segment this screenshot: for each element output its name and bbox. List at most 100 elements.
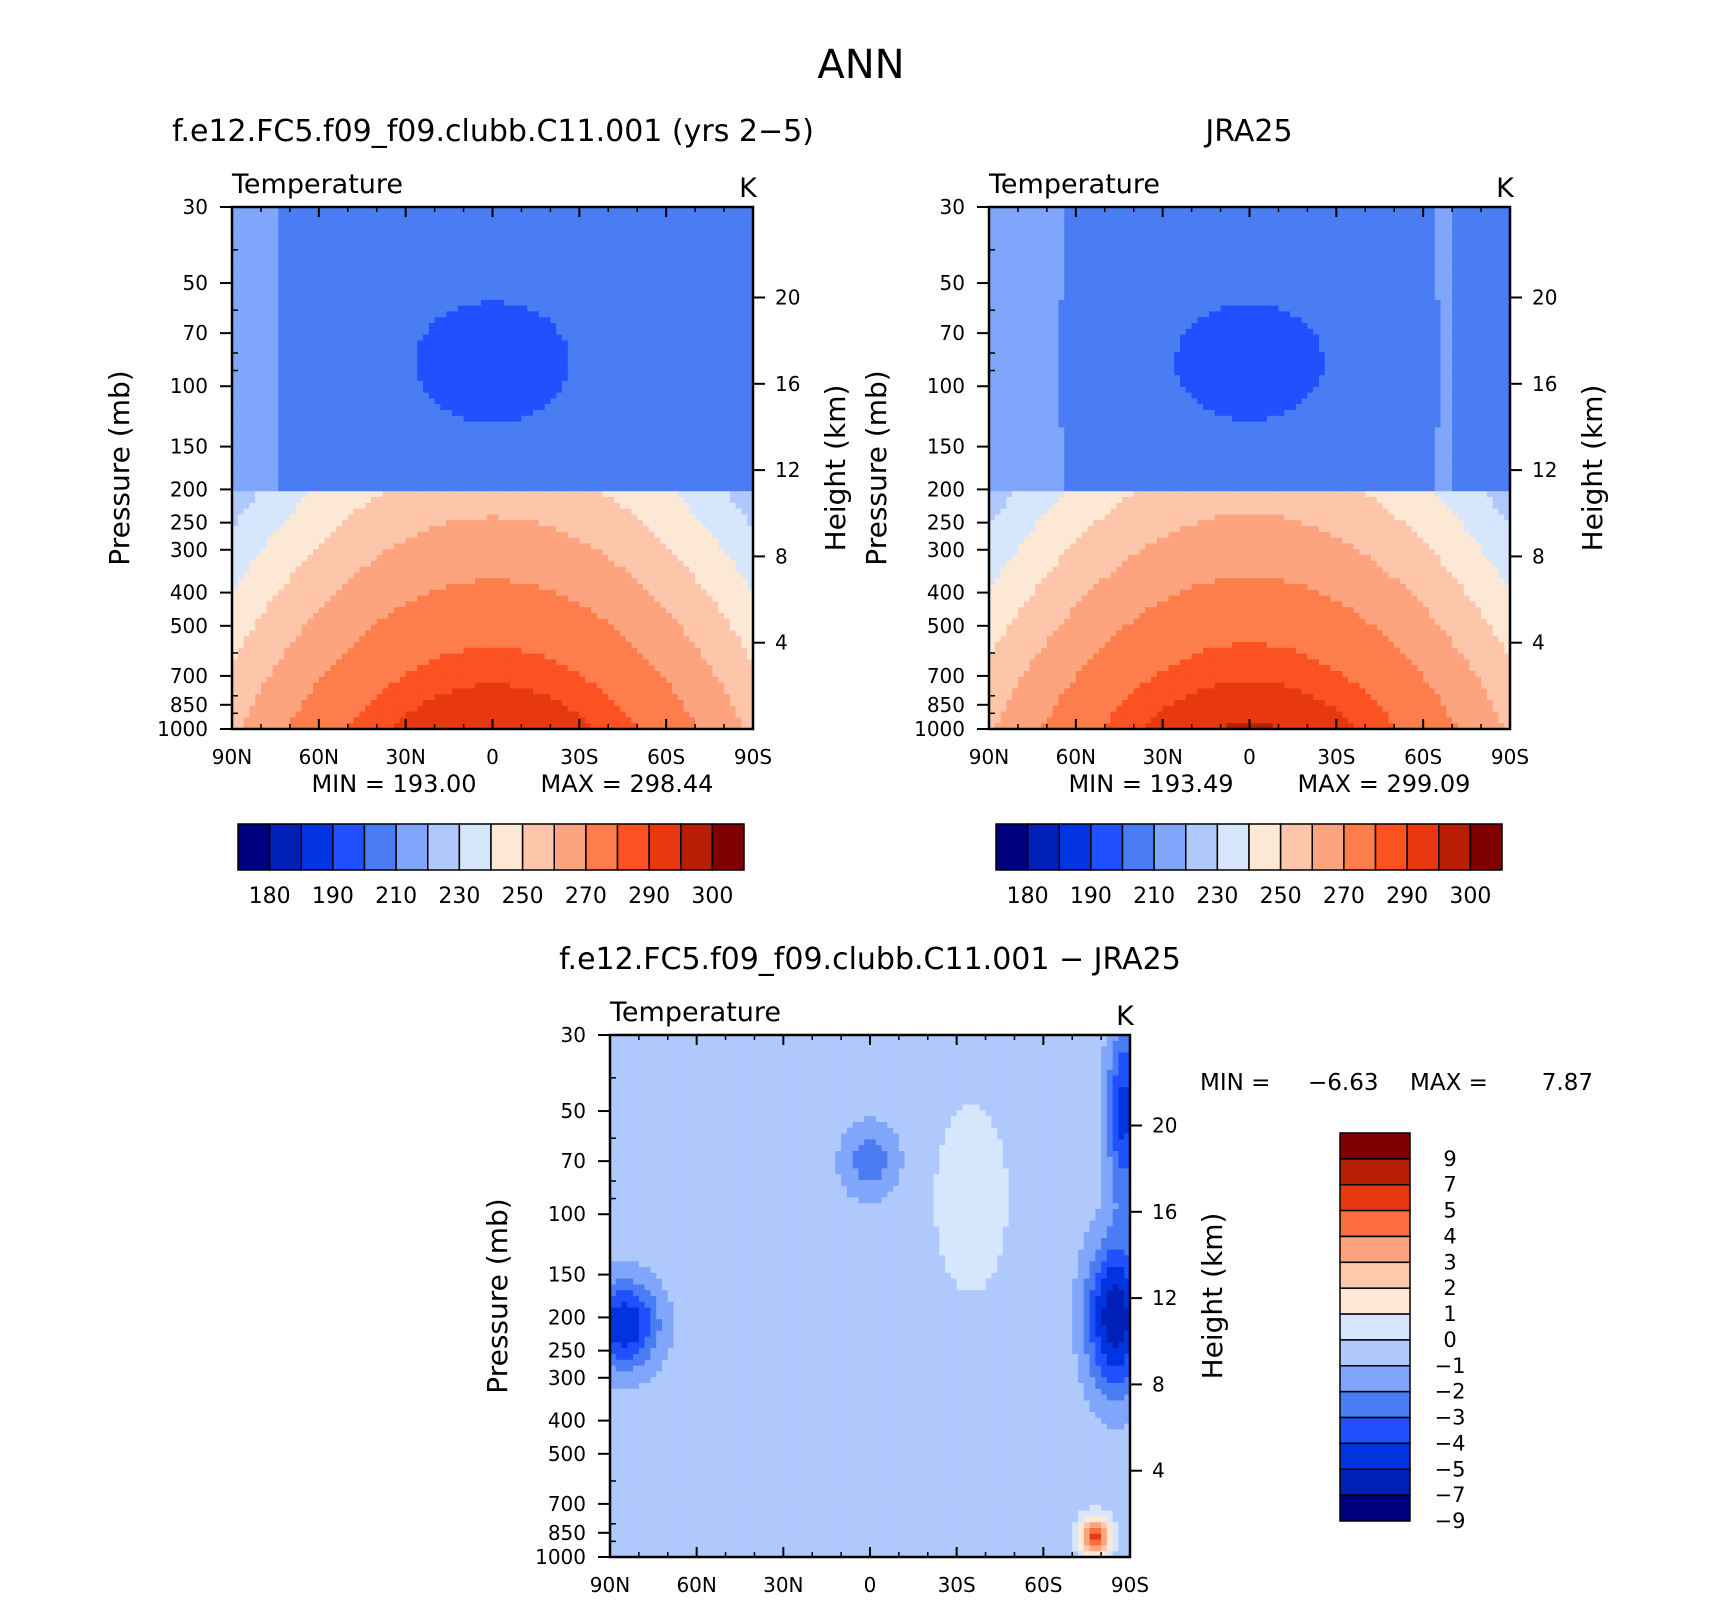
- contour-cell: [342, 642, 348, 648]
- contour-cell: [383, 613, 389, 619]
- contour-cell: [267, 717, 273, 723]
- contour-cell: [417, 369, 423, 375]
- contour-cell: [365, 555, 371, 561]
- contour-cell: [307, 717, 313, 723]
- contour-cell: [429, 404, 435, 410]
- contour-cell: [238, 242, 244, 248]
- contour-cell: [417, 248, 423, 254]
- contour-cell: [261, 694, 267, 700]
- contour-cell: [539, 567, 545, 573]
- contour-cell: [411, 439, 417, 445]
- contour-cell: [400, 433, 406, 439]
- contour-cell: [521, 706, 527, 712]
- contour-cell: [342, 323, 348, 329]
- contour-cell: [394, 613, 400, 619]
- contour-cell: [464, 416, 470, 422]
- contour-cell: [469, 398, 475, 404]
- contour-cell: [255, 543, 261, 549]
- contour-cell: [313, 352, 319, 358]
- contour-cell: [440, 387, 446, 393]
- contour-cell: [354, 567, 360, 573]
- contour-cell: [481, 381, 487, 387]
- contour-cell: [452, 514, 458, 520]
- contour-cell: [487, 230, 493, 236]
- contour-cell: [307, 491, 313, 497]
- contour-cell: [255, 677, 261, 683]
- contour-cell: [498, 416, 504, 422]
- contour-cell: [521, 503, 527, 509]
- contour-cell: [255, 288, 261, 294]
- contour-cell: [267, 578, 273, 584]
- contour-cell: [348, 404, 354, 410]
- contour-cell: [417, 625, 423, 631]
- contour-cell: [458, 665, 464, 671]
- contour-cell: [458, 282, 464, 288]
- contour-cell: [284, 665, 290, 671]
- contour-cell: [354, 242, 360, 248]
- contour-cell: [481, 265, 487, 271]
- contour-cell: [452, 520, 458, 526]
- contour-cell: [516, 445, 522, 451]
- contour-cell: [273, 514, 279, 520]
- contour-cell: [290, 497, 296, 503]
- contour-cell: [498, 497, 504, 503]
- contour-cell: [301, 416, 307, 422]
- contour-cell: [290, 277, 296, 283]
- contour-cell: [539, 439, 545, 445]
- contour-cell: [458, 439, 464, 445]
- contour-cell: [510, 549, 516, 555]
- contour-cell: [359, 717, 365, 723]
- contour-cell: [359, 288, 365, 294]
- contour-cell: [487, 306, 493, 312]
- contour-cell: [319, 590, 325, 596]
- contour-cell: [452, 282, 458, 288]
- contour-cell: [325, 346, 331, 352]
- contour-cell: [545, 630, 551, 636]
- contour-cell: [417, 300, 423, 306]
- contour-cell: [371, 369, 377, 375]
- contour-cell: [417, 282, 423, 288]
- contour-cell: [278, 572, 284, 578]
- contour-cell: [261, 671, 267, 677]
- contour-cell: [469, 416, 475, 422]
- contour-cell: [469, 282, 475, 288]
- contour-cell: [440, 497, 446, 503]
- contour-cell: [313, 636, 319, 642]
- contour-cell: [359, 329, 365, 335]
- contour-cell: [464, 277, 470, 283]
- contour-cell: [516, 491, 522, 497]
- contour-cell: [406, 509, 412, 515]
- contour-cell: [273, 422, 279, 428]
- contour-cell: [429, 503, 435, 509]
- contour-cell: [487, 259, 493, 265]
- contour-cell: [423, 300, 429, 306]
- contour-cell: [377, 410, 383, 416]
- contour-cell: [435, 369, 441, 375]
- contour-cell: [371, 688, 377, 694]
- contour-cell: [371, 242, 377, 248]
- contour-cell: [498, 451, 504, 457]
- contour-cell: [475, 410, 481, 416]
- contour-cell: [440, 422, 446, 428]
- contour-cell: [278, 282, 284, 288]
- contour-cell: [255, 497, 261, 503]
- contour-cell: [498, 404, 504, 410]
- contour-cell: [458, 433, 464, 439]
- contour-cell: [527, 422, 533, 428]
- contour-cell: [516, 509, 522, 515]
- contour-cell: [336, 654, 342, 660]
- contour-cell: [417, 619, 423, 625]
- contour-cell: [527, 300, 533, 306]
- contour-cell: [493, 439, 499, 445]
- contour-cell: [313, 712, 319, 718]
- contour-cell: [400, 474, 406, 480]
- contour-cell: [493, 549, 499, 555]
- contour-cell: [313, 329, 319, 335]
- contour-cell: [359, 306, 365, 312]
- contour-cell: [284, 259, 290, 265]
- contour-cell: [452, 317, 458, 323]
- contour-cell: [307, 259, 313, 265]
- contour-cell: [307, 456, 313, 462]
- contour-cell: [469, 538, 475, 544]
- contour-cell: [313, 451, 319, 457]
